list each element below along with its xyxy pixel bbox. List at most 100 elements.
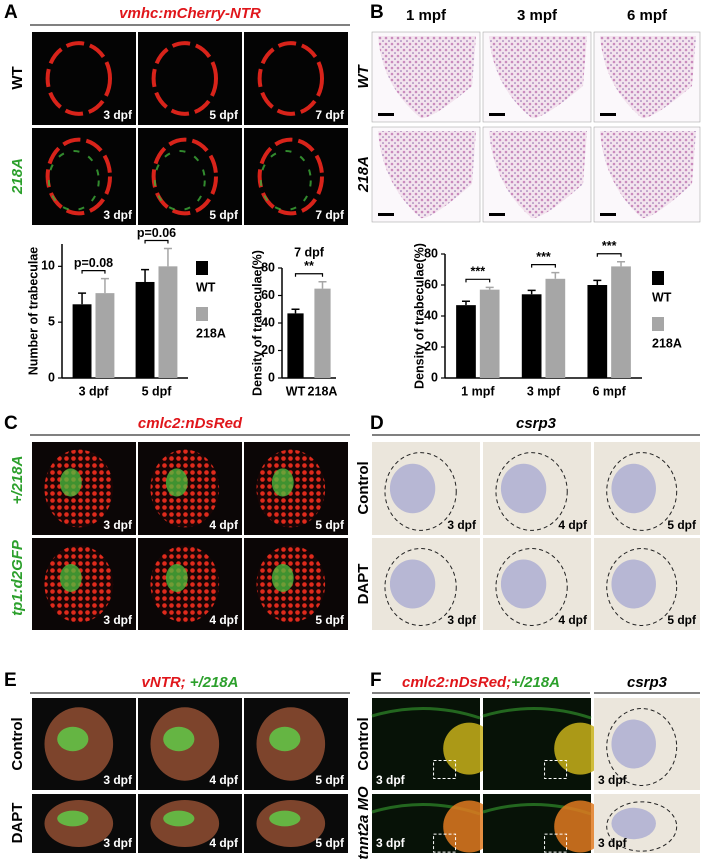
image-label: 3 dpf [103, 613, 133, 627]
legend-swatch [652, 317, 664, 331]
x-tick-label: WT [286, 384, 306, 398]
significance-bracket [531, 264, 556, 268]
y-axis-label: Density of trabeculae(%) [250, 250, 264, 396]
error-bar [551, 271, 560, 279]
bar [479, 289, 500, 378]
yolk [443, 722, 496, 775]
micrograph [371, 31, 481, 123]
micrograph [32, 128, 136, 225]
panel-title: csrp3 [627, 674, 668, 691]
heart-outline [384, 452, 457, 531]
panel-letter: B [370, 2, 384, 23]
image-label: 7 dpf [315, 108, 345, 122]
inset-box [544, 833, 568, 853]
legend-swatch [196, 307, 208, 321]
bar [587, 285, 608, 378]
y-tick-label: 0 [431, 370, 438, 384]
scale-bar [378, 213, 394, 216]
micrograph [594, 794, 700, 853]
y-tick-label: 60 [424, 277, 438, 291]
inset-box [544, 760, 568, 780]
micrograph [32, 698, 136, 790]
y-axis-label: Number of trabeculae [26, 247, 40, 376]
yolk [554, 722, 607, 775]
legend-label: WT [652, 290, 672, 304]
annotation: *** [471, 265, 486, 279]
bar [545, 278, 566, 378]
annotation: ** [304, 259, 314, 273]
panel-letter: F [370, 670, 382, 691]
error-bar [461, 300, 470, 306]
row-label: DAPT [9, 803, 26, 844]
micrograph [594, 538, 700, 630]
annotation: p=0.08 [74, 256, 113, 270]
panel-title: vNTR; +/218A [142, 674, 239, 691]
gfp-signal [153, 150, 206, 211]
image-label: 4 dpf [209, 836, 239, 850]
gfp-signal [163, 810, 195, 827]
gfp-signal [271, 564, 294, 592]
significance-bracket [144, 239, 169, 244]
image-label: 5 dpf [209, 208, 239, 222]
gfp-signal [59, 564, 82, 592]
image-label: 3 dpf [447, 613, 477, 627]
heart-signal [257, 41, 324, 116]
y-tick-label: 80 [261, 260, 275, 274]
embryo-body [482, 706, 592, 720]
error-bar [593, 279, 602, 285]
panel-letter: E [4, 670, 17, 691]
micrograph [593, 31, 701, 123]
row-label: WT [9, 66, 26, 89]
image-label: 3 dpf [103, 836, 133, 850]
image-label: 5 dpf [667, 518, 697, 532]
heart-signal [151, 41, 219, 116]
significance-bracket [81, 270, 106, 274]
scale-bar [489, 113, 505, 116]
error-bar [141, 268, 150, 282]
error-bar [527, 289, 536, 295]
legend-label: WT [196, 280, 216, 294]
embryo-body [371, 706, 481, 720]
micrograph [244, 794, 348, 853]
row-label: 218A [9, 158, 26, 195]
y-tick-label: 0 [268, 370, 275, 384]
micrograph [138, 538, 242, 630]
gfp-signal [163, 726, 195, 752]
gfp-signal [271, 468, 294, 497]
scale-bar [600, 113, 616, 116]
image-label: 3 dpf [598, 773, 628, 787]
bar [135, 281, 155, 378]
bar [158, 266, 178, 378]
micrograph [138, 32, 242, 125]
y-tick-label: 80 [424, 246, 438, 260]
image-label: 3 dpf [598, 836, 628, 850]
heart-signal [257, 137, 324, 216]
legend-swatch [196, 261, 208, 275]
image-label: 3 dpf [103, 208, 133, 222]
x-tick-label: 5 dpf [142, 384, 173, 398]
row-label: Control [355, 461, 372, 514]
error-bar [318, 281, 327, 289]
row-label: tnnt2a MO [355, 786, 372, 860]
panel-title: vmhc:mCherry-NTR [119, 5, 261, 22]
significance-bracket [465, 278, 491, 283]
inset-box [433, 833, 457, 853]
image-label: 4 dpf [209, 518, 239, 532]
stain [611, 463, 656, 514]
micrograph [594, 698, 700, 790]
image-label: 5 dpf [315, 773, 345, 787]
heart-outline [606, 452, 678, 531]
heart-outline [606, 801, 678, 852]
micrograph [482, 794, 607, 853]
row-label: Control [9, 717, 26, 770]
gfp-signal [269, 726, 301, 752]
stain [500, 559, 547, 609]
chart-title: 7 dpf [294, 245, 325, 259]
micrograph [244, 128, 348, 225]
column-label: 1 mpf [406, 7, 447, 24]
micrograph [32, 538, 136, 630]
legend-swatch [652, 271, 664, 285]
image-label: 3 dpf [103, 108, 133, 122]
gfp-signal [269, 810, 301, 827]
micrograph [371, 126, 481, 223]
